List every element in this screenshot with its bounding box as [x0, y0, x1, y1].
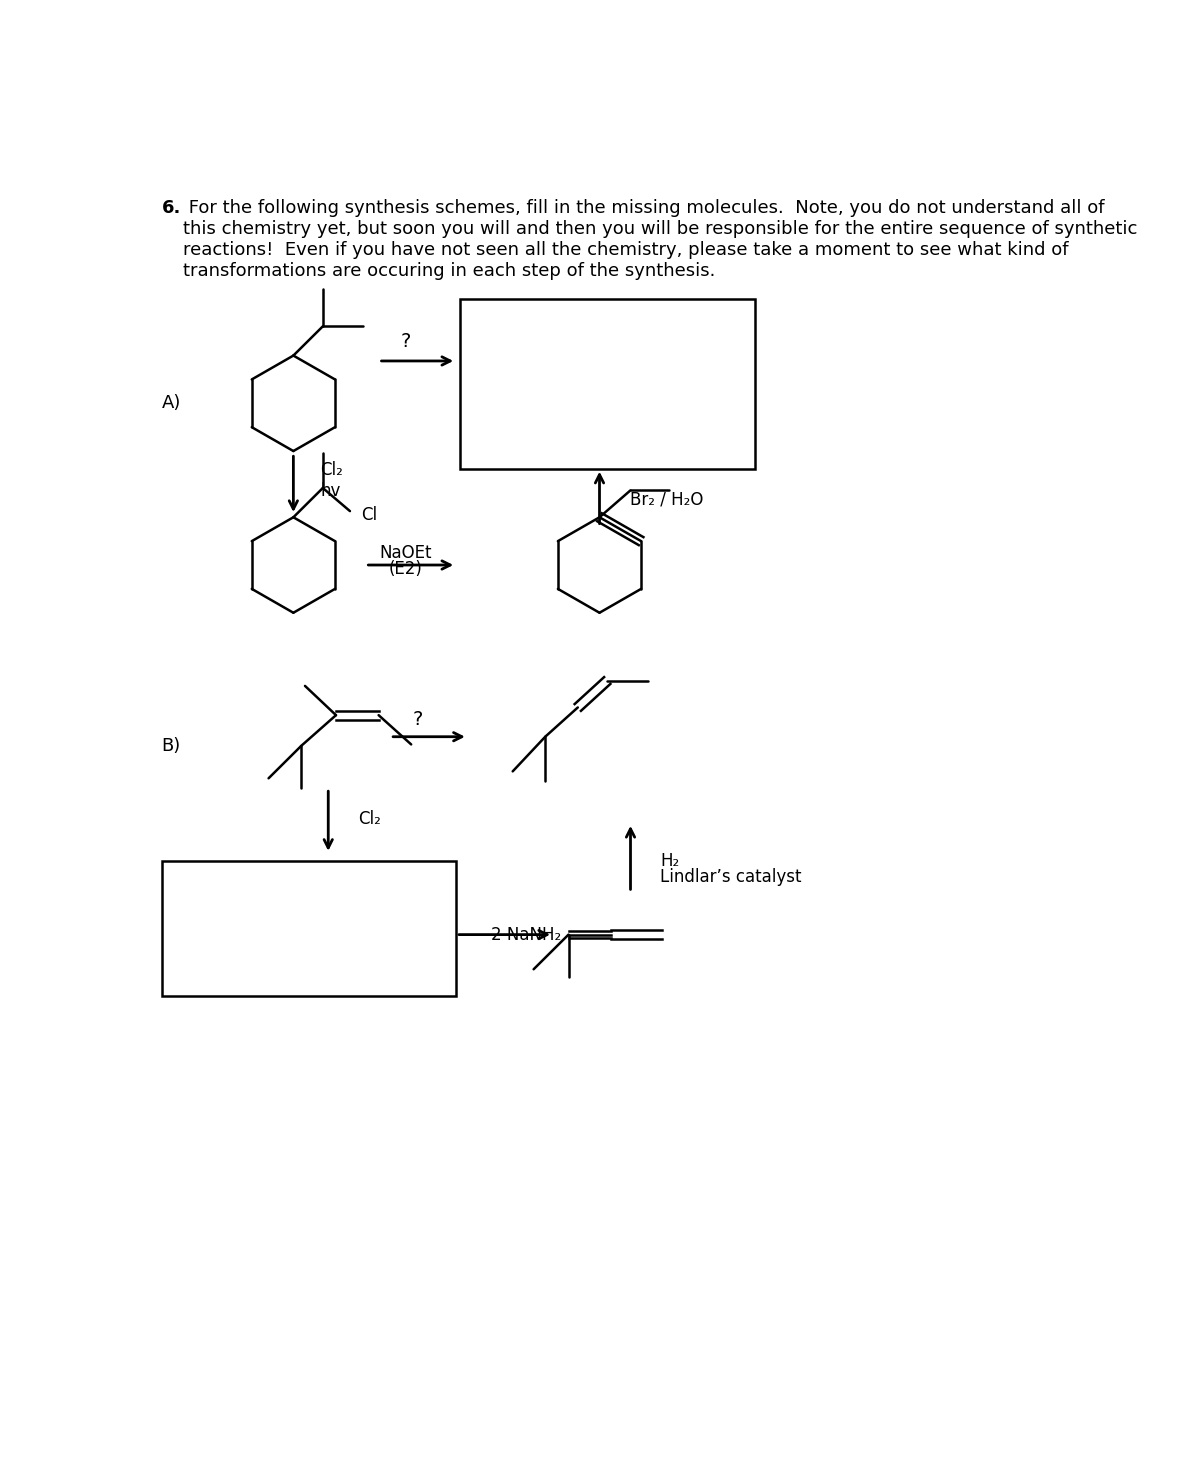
Text: (E2): (E2)	[389, 559, 422, 578]
Text: For the following synthesis schemes, fill in the missing molecules.  Note, you d: For the following synthesis schemes, fil…	[182, 200, 1136, 280]
Text: 6.: 6.	[162, 200, 181, 217]
Text: NaOEt: NaOEt	[379, 545, 432, 562]
Text: 2 NaNH₂: 2 NaNH₂	[491, 926, 562, 944]
Text: H₂: H₂	[660, 853, 679, 871]
Text: B): B)	[162, 737, 181, 755]
Bar	[162, 862, 456, 997]
Text: ?: ?	[412, 709, 422, 728]
Text: Cl: Cl	[361, 506, 378, 524]
Text: Cl₂
hv: Cl₂ hv	[320, 461, 343, 499]
Text: A): A)	[162, 395, 181, 413]
Text: Br₂ / H₂O: Br₂ / H₂O	[630, 490, 704, 508]
Text: ?: ?	[401, 332, 410, 351]
Bar	[460, 299, 755, 468]
Text: Cl₂: Cl₂	[358, 810, 380, 828]
Text: Lindlar’s catalyst: Lindlar’s catalyst	[660, 868, 802, 885]
